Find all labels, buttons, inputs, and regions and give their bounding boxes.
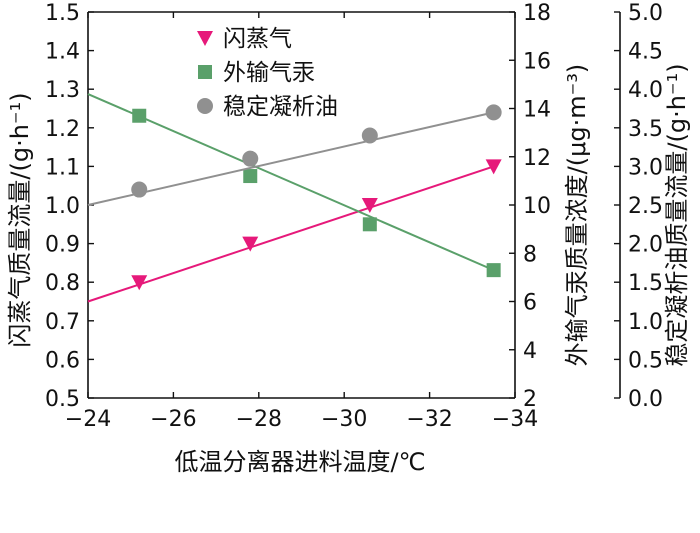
right1-tick-label: 14	[523, 98, 551, 123]
left-tick-label: 0.7	[45, 310, 80, 335]
left-tick-label: 0.5	[45, 387, 80, 412]
legend-marker	[197, 31, 213, 46]
data-point	[131, 181, 148, 198]
x-axis-title: 低温分离器进料温度/℃	[174, 448, 425, 476]
right2-axis-title: 稳定凝析油质量流量/(g·h⁻¹)	[663, 63, 691, 366]
left-tick-label: 0.8	[45, 271, 80, 296]
right2-tick-label: 3.5	[628, 117, 663, 142]
left-tick-label: 1.4	[45, 40, 80, 65]
legend-label: 外输气汞	[223, 60, 315, 86]
x-tick-label: −24	[65, 407, 111, 432]
data-point	[131, 275, 148, 291]
right2-tick-label: 4.5	[628, 40, 663, 65]
left-tick-label: 0.9	[45, 233, 80, 258]
data-point	[485, 159, 502, 175]
right2-tick-label: 1.0	[628, 310, 663, 335]
series-line	[87, 165, 494, 303]
right2-tick-label: 3.0	[628, 155, 663, 180]
series-layer	[87, 93, 502, 303]
data-point	[362, 217, 377, 232]
data-point	[486, 263, 501, 278]
x-tick-label: −32	[406, 407, 452, 432]
right2-tick-label: 5.0	[628, 1, 663, 26]
data-point	[361, 198, 378, 213]
left-tick-label: 0.6	[45, 348, 80, 373]
series-line	[87, 111, 494, 206]
right1-tick-label: 18	[523, 1, 551, 26]
right2-tick-label: 0.0	[628, 387, 663, 412]
left-tick-label: 1.1	[45, 155, 80, 180]
right1-axis-title: 外输气汞质量浓度/(μg·m⁻³)	[563, 64, 591, 367]
right1-tick-label: 16	[523, 49, 551, 74]
left-axis-title: 闪蒸气质量流量/(g·h⁻¹)	[6, 92, 34, 347]
data-point	[485, 104, 502, 121]
legend-marker	[197, 98, 213, 114]
right1-tick-label: 12	[523, 146, 551, 171]
right2-tick-label: 1.5	[628, 271, 663, 296]
left-tick-label: 1.2	[45, 117, 80, 142]
right1-tick-label: 8	[523, 242, 537, 267]
ticks-layer: −24 −26 −28 −30 −32 −34 0.5 0.6 0.7 0.8 0.9 1.0 1.1 1…	[45, 1, 663, 432]
data-point	[132, 108, 147, 123]
legend-marker	[198, 65, 212, 79]
data-point	[243, 169, 258, 184]
right2-tick-label: 0.5	[628, 348, 663, 373]
legend-label: 闪蒸气	[223, 26, 292, 52]
right1-tick-label: 6	[523, 291, 537, 316]
right2-tick-label: 2.5	[628, 194, 663, 219]
right2-tick-label: 4.0	[628, 78, 663, 103]
data-point	[361, 127, 378, 144]
right1-tick-label: 4	[523, 339, 537, 364]
right2-tick-label: 2.0	[628, 233, 663, 258]
x-tick-label: −34	[492, 407, 538, 432]
left-tick-label: 1.3	[45, 78, 80, 103]
right1-tick-label: 10	[523, 194, 551, 219]
x-tick-label: −28	[236, 407, 282, 432]
x-tick-label: −26	[150, 407, 196, 432]
legend-label: 稳定凝析油	[223, 94, 338, 120]
left-tick-label: 1.5	[45, 1, 80, 26]
data-point	[242, 150, 259, 167]
series-line	[87, 93, 495, 272]
right1-tick-label: 2	[523, 387, 537, 412]
x-tick-label: −30	[321, 407, 367, 432]
left-tick-label: 1.0	[45, 194, 80, 219]
data-point	[242, 236, 259, 252]
